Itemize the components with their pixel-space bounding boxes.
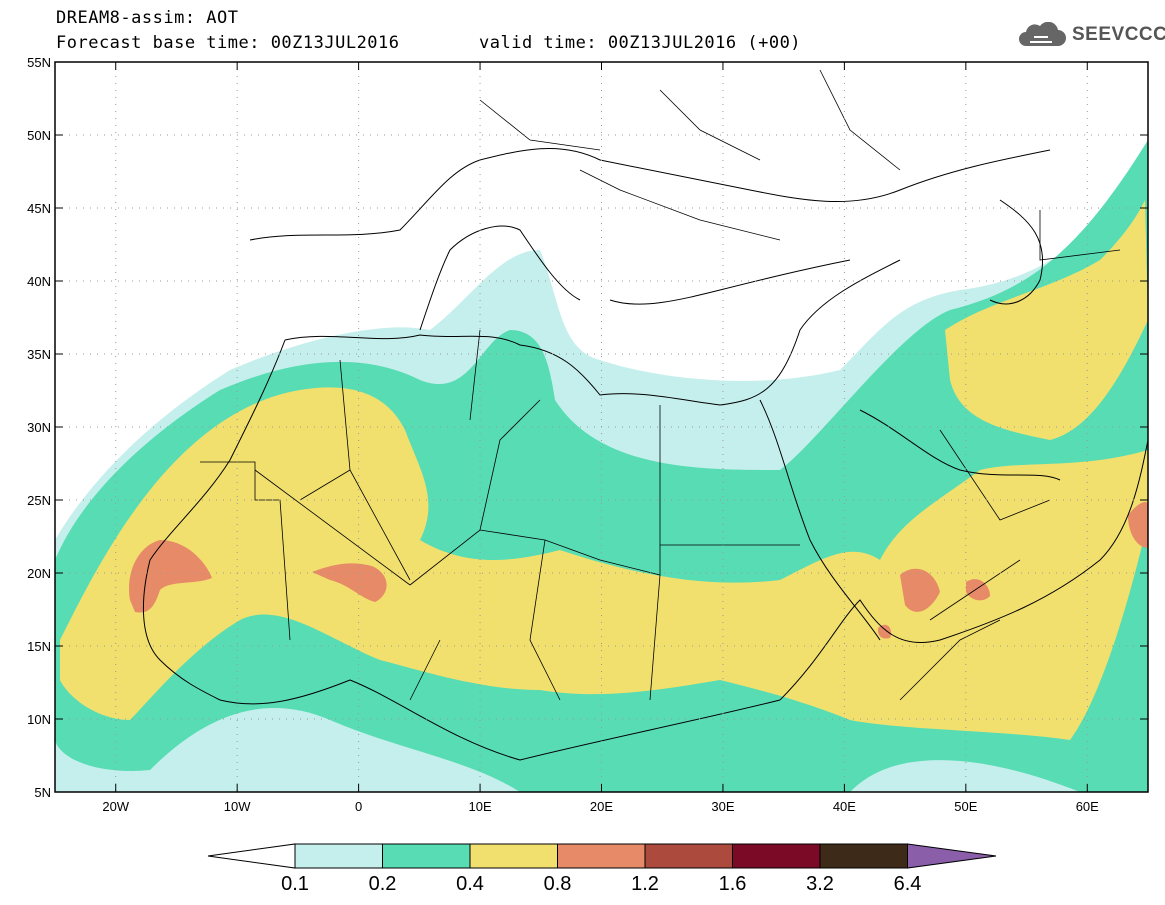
lon-tick-label: 40E <box>833 799 856 814</box>
aot-spot-orange-1 <box>129 540 212 613</box>
colorbar: 0.1 0.2 0.4 0.8 1.2 1.6 3.2 6.4 <box>207 843 997 895</box>
colorbar-label: 0.8 <box>544 873 572 895</box>
lat-tick-label: 20N <box>27 566 51 581</box>
colorbar-box <box>382 843 471 869</box>
colorbar-box <box>294 843 383 869</box>
lon-tick-label: 20W <box>102 799 129 814</box>
aot-field <box>55 140 1148 792</box>
colorbar-label: 0.2 <box>369 873 397 895</box>
logo-text: SEEVCCC <box>1072 24 1165 45</box>
lon-tick-label: 30E <box>711 799 734 814</box>
lat-tick-label: 45N <box>27 201 51 216</box>
aot-spot-orange-6 <box>877 624 892 639</box>
lat-tick-label: 40N <box>27 274 51 289</box>
seevccc-logo: SEEVCCC <box>1016 22 1165 48</box>
lon-tick-label: 0 <box>355 799 362 814</box>
lon-tick-label: 10W <box>224 799 251 814</box>
colorbar-box <box>819 843 908 869</box>
colorbar-box <box>644 843 733 869</box>
lat-tick-label: 35N <box>27 347 51 362</box>
lat-tick-label: 15N <box>27 639 51 654</box>
lon-tick-label: 60E <box>1076 799 1099 814</box>
aot-band-yellow-east <box>945 200 1148 440</box>
axis-ticks: 5N 10N 15N 20N 25N 30N 35N 40N 45N 50N 55N 20W 10W 0 1… <box>27 55 1148 814</box>
colorbar-label: 1.6 <box>719 873 747 895</box>
colorbar-box <box>469 843 558 869</box>
lon-tick-label: 10E <box>468 799 491 814</box>
aot-spot-orange-5 <box>1128 502 1148 548</box>
colorbar-high-triangle <box>907 843 997 869</box>
colorbar-label: 3.2 <box>806 873 834 895</box>
aot-spot-orange-2 <box>312 563 387 602</box>
lat-tick-label: 30N <box>27 420 51 435</box>
coastlines <box>143 147 1148 761</box>
forecast-base-time: Forecast base time: 00Z13JUL2016 <box>56 33 400 53</box>
colorbar-box <box>557 843 646 869</box>
lat-tick-label: 10N <box>27 712 51 727</box>
graticule <box>55 62 1148 792</box>
map-title: DREAM8-assim: AOT <box>56 8 239 28</box>
lat-tick-label: 5N <box>34 785 51 800</box>
colorbar-label: 6.4 <box>894 873 922 895</box>
colorbar-box <box>732 843 821 869</box>
lat-tick-label: 25N <box>27 493 51 508</box>
valid-time: valid time: 00Z13JUL2016 (+00) <box>479 33 802 53</box>
lon-tick-label: 20E <box>590 799 613 814</box>
colorbar-label: 0.4 <box>456 873 484 895</box>
colorbar-low-triangle <box>207 843 296 869</box>
lat-tick-label: 50N <box>27 128 51 143</box>
lat-tick-label: 55N <box>27 55 51 70</box>
colorbar-label: 1.2 <box>631 873 659 895</box>
aot-spot-orange-3 <box>900 568 940 612</box>
colorbar-label: 0.1 <box>281 873 309 895</box>
cloud-icon <box>1019 22 1066 46</box>
aot-band-yellow <box>60 387 1148 740</box>
lon-tick-label: 50E <box>954 799 977 814</box>
